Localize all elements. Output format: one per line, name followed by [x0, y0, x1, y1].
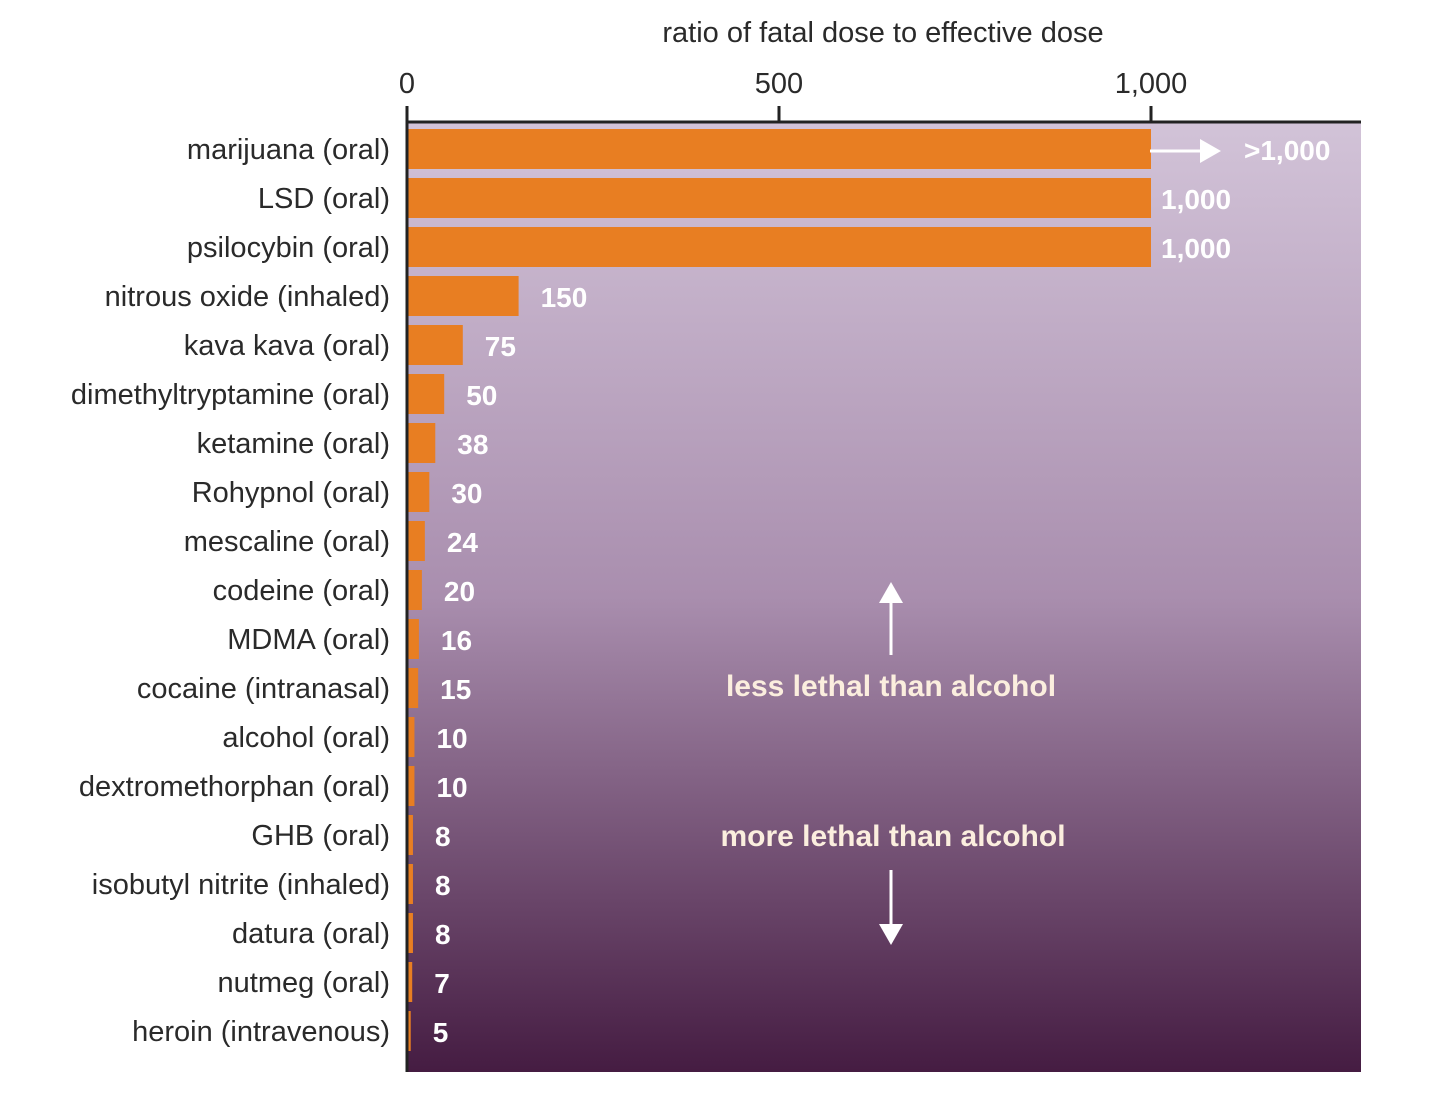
category-label: nitrous oxide (inhaled) — [105, 281, 390, 313]
value-label: 20 — [444, 576, 475, 607]
value-label: >1,000 — [1244, 135, 1330, 166]
category-label: mescaline (oral) — [184, 526, 390, 558]
category-label: nutmeg (oral) — [218, 967, 390, 999]
category-label: GHB (oral) — [251, 820, 390, 852]
value-label: 1,000 — [1161, 233, 1231, 264]
bar — [407, 619, 419, 659]
category-label: heroin (intravenous) — [132, 1016, 390, 1048]
bar — [407, 570, 422, 610]
x-tick-label: 0 — [399, 68, 415, 100]
category-label: cocaine (intranasal) — [137, 673, 390, 705]
category-label: psilocybin (oral) — [187, 232, 390, 264]
value-label: 8 — [435, 821, 451, 852]
value-label: 150 — [541, 282, 588, 313]
category-label: dimethyltryptamine (oral) — [71, 379, 390, 411]
category-label: isobutyl nitrite (inhaled) — [92, 869, 390, 901]
bar — [407, 1011, 411, 1051]
bar — [407, 472, 430, 512]
annotation-more-lethal: more lethal than alcohol — [720, 820, 1065, 853]
value-label: 8 — [435, 870, 451, 901]
bar — [407, 227, 1151, 267]
value-label: 50 — [466, 380, 497, 411]
bar — [407, 374, 445, 414]
bar — [407, 864, 413, 904]
bar — [407, 913, 413, 953]
category-label: marijuana (oral) — [187, 134, 390, 166]
category-label: Rohypnol (oral) — [192, 477, 390, 509]
bar — [407, 178, 1151, 218]
value-label: 10 — [436, 772, 467, 803]
category-label: kava kava (oral) — [184, 330, 390, 362]
bar — [407, 962, 413, 1002]
value-label: 30 — [451, 478, 482, 509]
bar — [407, 423, 436, 463]
bar — [407, 325, 463, 365]
category-label: alcohol (oral) — [222, 722, 390, 754]
category-label: dextromethorphan (oral) — [79, 771, 390, 803]
value-label: 16 — [441, 625, 472, 656]
value-label: 7 — [434, 968, 450, 999]
category-label: MDMA (oral) — [227, 624, 390, 656]
value-label: 5 — [433, 1017, 449, 1048]
value-label: 75 — [485, 331, 516, 362]
bar — [407, 276, 519, 316]
value-label: 1,000 — [1161, 184, 1231, 215]
value-label: 15 — [440, 674, 471, 705]
bar — [407, 717, 415, 757]
bar — [407, 815, 413, 855]
value-label: 8 — [435, 919, 451, 950]
category-label: ketamine (oral) — [197, 428, 390, 460]
value-label: 10 — [436, 723, 467, 754]
category-label: codeine (oral) — [213, 575, 390, 607]
category-label: datura (oral) — [232, 918, 390, 950]
x-axis-label: ratio of fatal dose to effective dose — [662, 17, 1103, 49]
value-label: 38 — [457, 429, 488, 460]
x-tick-label: 1,000 — [1115, 68, 1188, 100]
annotation-less-lethal: less lethal than alcohol — [726, 670, 1056, 703]
value-label: 24 — [447, 527, 479, 558]
bar — [407, 668, 419, 708]
bar — [407, 521, 425, 561]
bar — [407, 766, 415, 806]
bar — [407, 129, 1151, 169]
category-label: LSD (oral) — [258, 183, 390, 215]
x-tick-label: 500 — [755, 68, 803, 100]
